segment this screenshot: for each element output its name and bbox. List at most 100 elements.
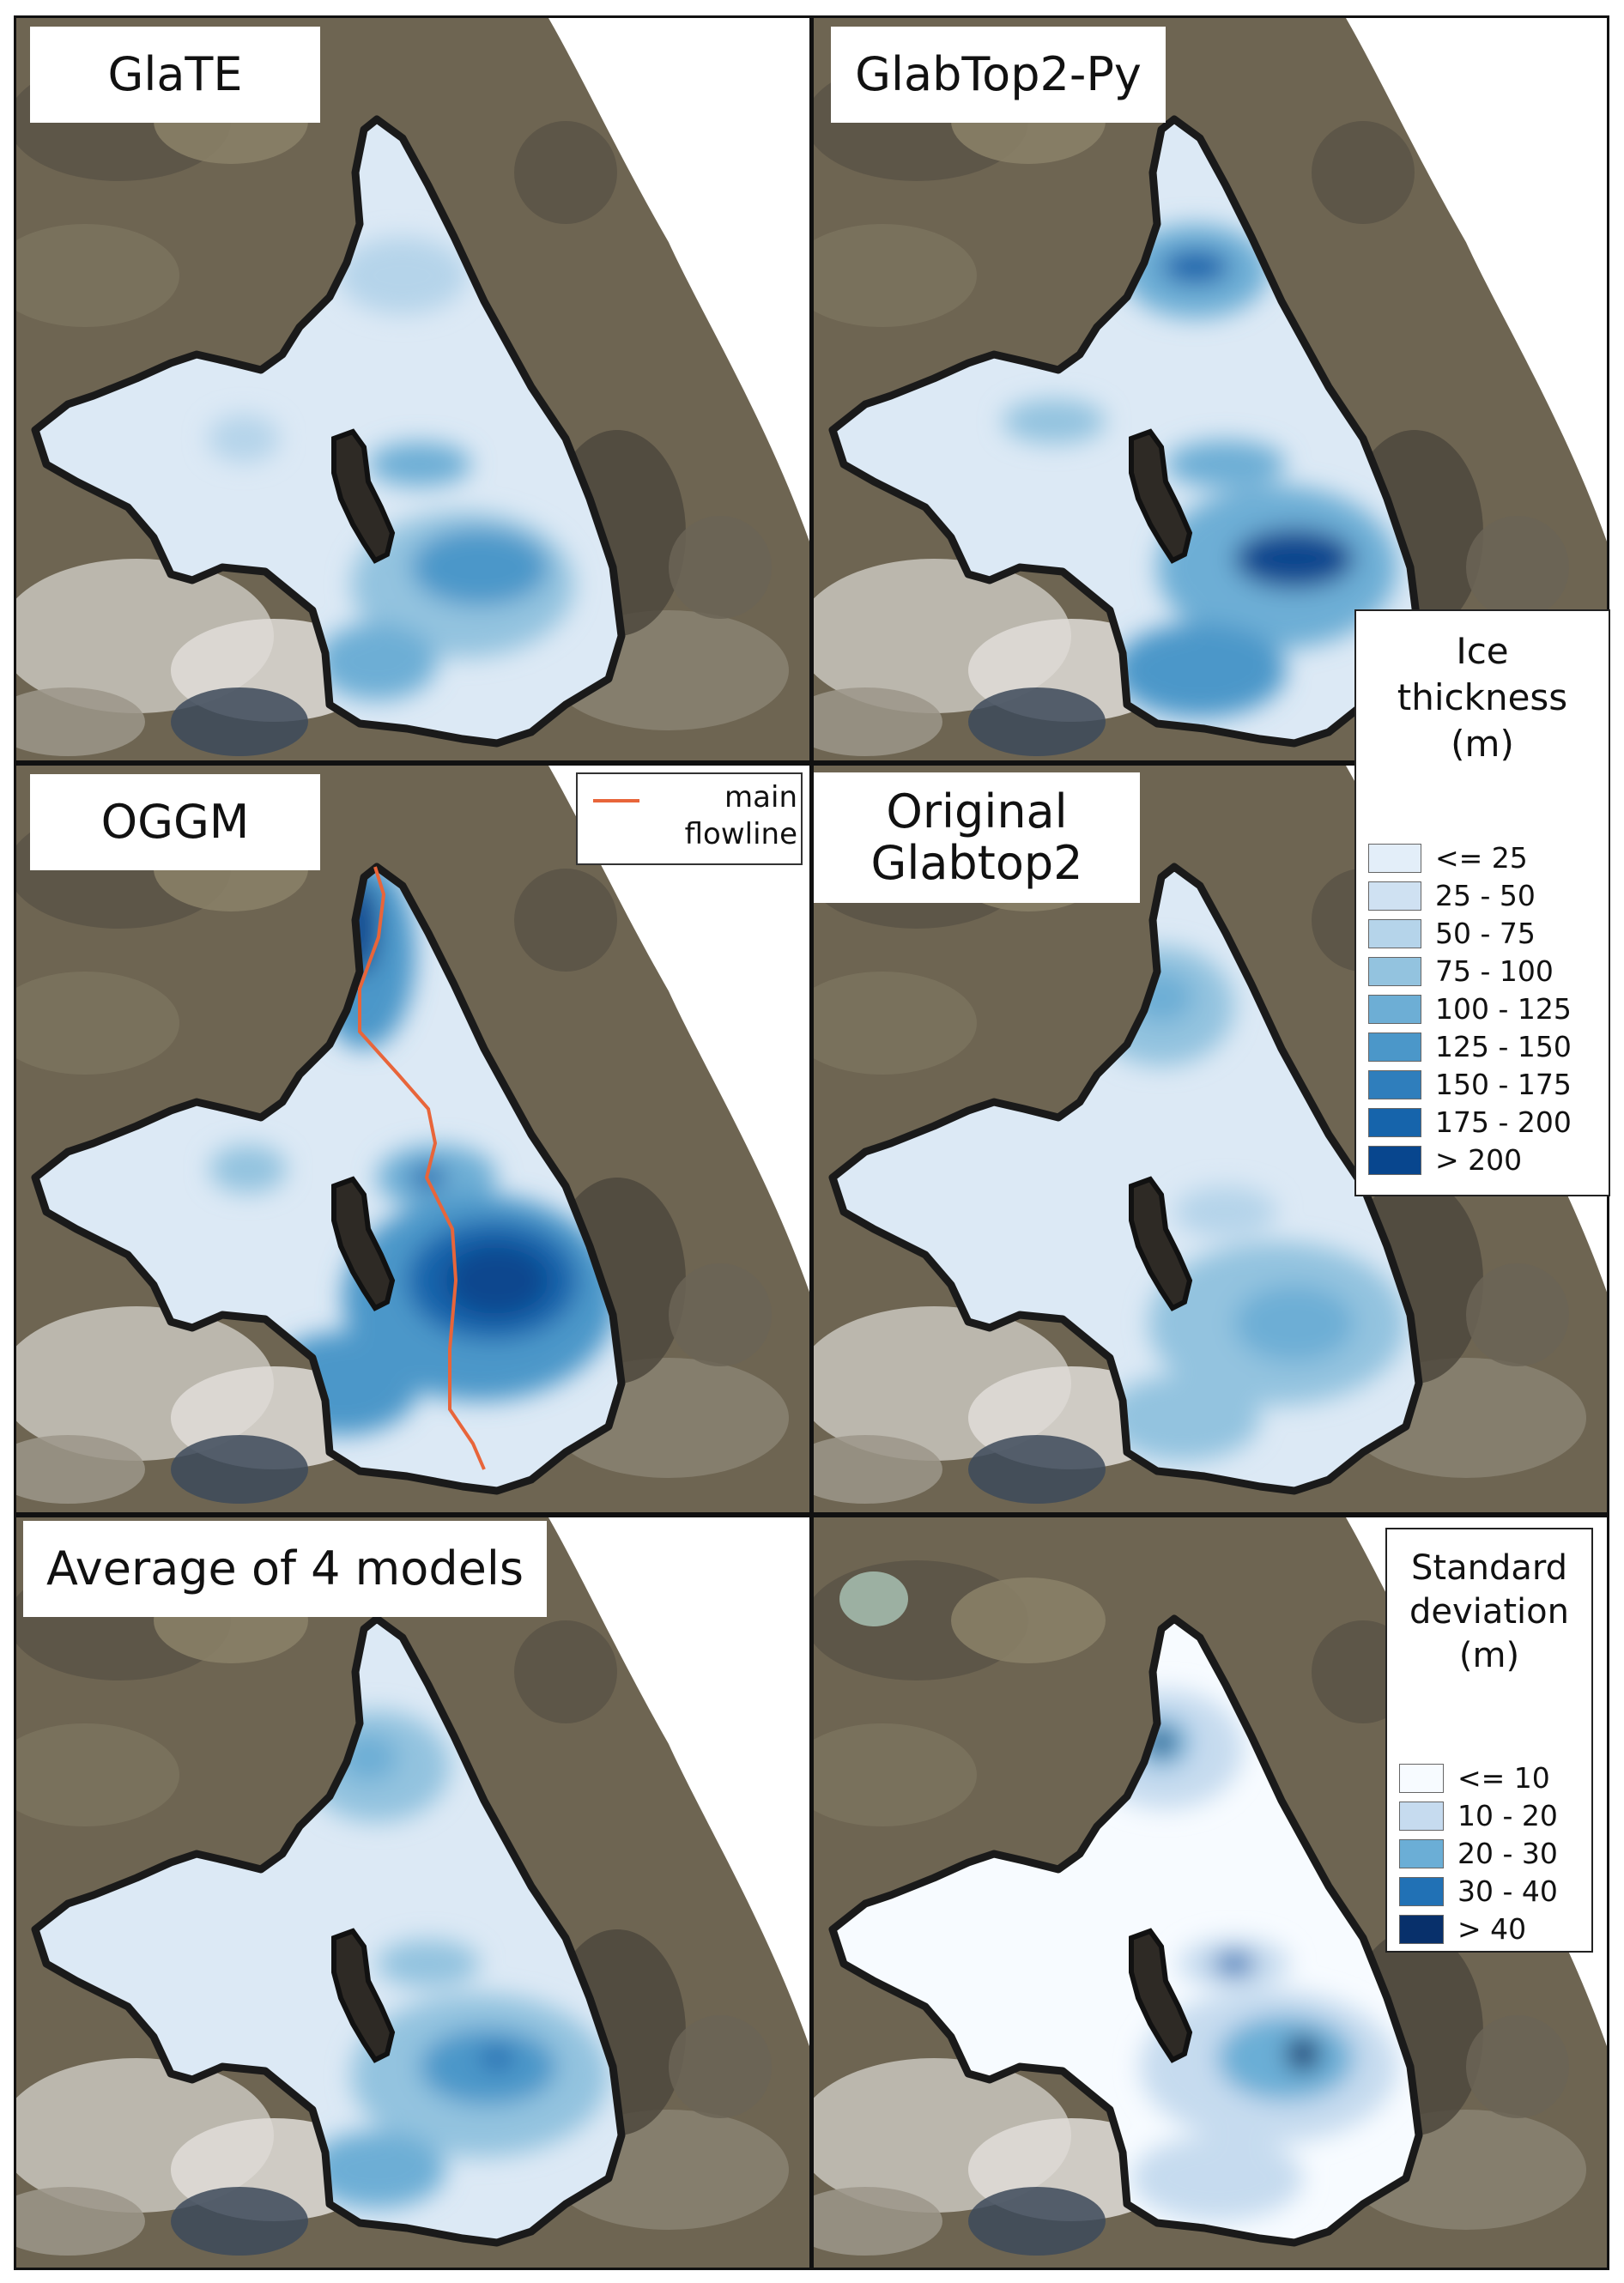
terrain-patch [171,1435,308,1504]
thickness-zone [1131,2135,1303,2221]
std-legend-label: 20 - 30 [1457,1837,1558,1870]
ice-legend-label: <= 25 [1435,841,1528,875]
ice-legend-swatch [1368,994,1421,1024]
terrain-patch [669,1263,772,1366]
ice-legend-swatch [1368,1032,1421,1062]
std-deviation-legend: Standard deviation (m) <= 10 10 - 20 20 - … [1385,1528,1593,1953]
ice-legend-label: > 200 [1435,1143,1523,1177]
nunatak [331,1176,396,1311]
std-legend-label: > 40 [1457,1912,1527,1946]
no-data-area [548,18,809,542]
ice-legend-title: Ice thickness (m) [1397,630,1568,765]
terrain-patch [171,687,308,756]
thickness-zone [1214,1952,1255,1976]
std-legend-row: 10 - 20 [1399,1799,1558,1832]
thickness-zone [1166,440,1286,488]
panel-original: Original Glabtop2 [811,763,1609,1515]
glacier-outline [31,863,626,1495]
ice-legend-row: 175 - 200 [1368,1105,1572,1139]
ice-legend-label: 50 - 75 [1435,917,1536,950]
ice-thickness-legend: Ice thickness (m) <= 25 25 - 50 50 - 75 75 … [1354,609,1610,1196]
ice-legend-row: > 200 [1368,1143,1522,1177]
terrain-patch [514,1620,617,1723]
thickness-zone [317,623,437,700]
terrain-patch [814,1723,977,1826]
thickness-zone [1234,1285,1354,1362]
main-flowline [358,866,486,1470]
ice-legend-row: 100 - 125 [1368,992,1572,1026]
panel-title-original: Original Glabtop2 [814,772,1140,903]
terrain-patch [814,2187,942,2256]
flowline-legend-label: main flowline [684,780,797,851]
ice-legend-swatch [1368,1107,1421,1137]
thickness-zone [1217,2015,1354,2101]
terrain-patch [16,1435,145,1504]
ice-legend-row: 125 - 150 [1368,1030,1572,1063]
thickness-zone [338,237,467,314]
ice-legend-label: 150 - 175 [1435,1068,1572,1101]
terrain-patch [814,1435,942,1504]
terrain-patch [16,2187,145,2256]
ice-legend-label: 100 - 125 [1435,992,1572,1026]
nunatak [1129,428,1193,564]
flowline-legend-line [593,799,639,802]
terrain-patch [16,972,179,1075]
thickness-zone [1003,399,1106,444]
ice-legend-label: 125 - 150 [1435,1030,1572,1063]
glacier-outline [31,115,626,748]
terrain-patch [669,2015,772,2118]
panel-average: Average of 4 models [14,1515,812,2270]
ice-legend-row: <= 25 [1368,841,1528,875]
thickness-zone [308,2131,445,2208]
no-data-area [548,766,809,1293]
ice-legend-swatch [1368,1145,1421,1175]
thickness-zone [480,2048,514,2068]
thickness-zone [1174,1186,1277,1238]
no-data-area [1346,18,1607,542]
terrain-patch [968,1435,1106,1504]
ice-legend-swatch [1368,881,1421,911]
glacier-outline [31,1614,626,2247]
nunatak [331,1928,396,2063]
nunatak [331,428,396,564]
panel-title-glabtop2py: GlabTop2-Py [831,27,1166,123]
terrain-patch [16,224,179,327]
thickness-zone [411,529,548,606]
map-original [814,766,1607,1512]
ice-legend-row: 150 - 175 [1368,1068,1572,1101]
terrain-patch [814,687,942,756]
std-legend-label: 10 - 20 [1457,1799,1558,1832]
map-average [16,1517,809,2268]
std-legend-swatch [1399,1914,1444,1944]
std-legend-row: > 40 [1399,1912,1526,1946]
flowline-legend: main flowline [576,772,803,865]
thickness-zone [445,1244,548,1317]
nunatak [1129,1928,1193,2063]
thickness-zone [1161,250,1230,284]
no-data-area [548,1517,809,2047]
terrain-patch [968,2187,1106,2256]
thickness-zone [368,442,471,487]
glacier-outline [828,115,1423,748]
terrain-patch [16,687,145,756]
std-legend-row: <= 10 [1399,1761,1550,1795]
ice-legend-row: 75 - 100 [1368,954,1554,988]
panel-glate: GlaTE [14,15,812,763]
thickness-zone [208,415,280,463]
std-legend-swatch [1399,1838,1444,1868]
terrain-patch [968,687,1106,756]
terrain-patch [514,121,617,224]
ice-legend-swatch [1368,918,1421,948]
ice-legend-label: 75 - 100 [1435,954,1554,988]
terrain-patch [514,869,617,972]
terrain-patch [951,1578,1106,1663]
terrain-patch [814,972,977,1075]
thickness-zone [1286,2037,1320,2071]
map-oggm [16,766,809,1512]
terrain-patch [1466,2015,1569,2118]
ice-legend-swatch [1368,1069,1421,1099]
ice-legend-label: 25 - 50 [1435,879,1536,912]
std-legend-swatch [1399,1763,1444,1793]
thickness-zone [1106,1375,1260,1461]
terrain-patch [814,224,977,327]
